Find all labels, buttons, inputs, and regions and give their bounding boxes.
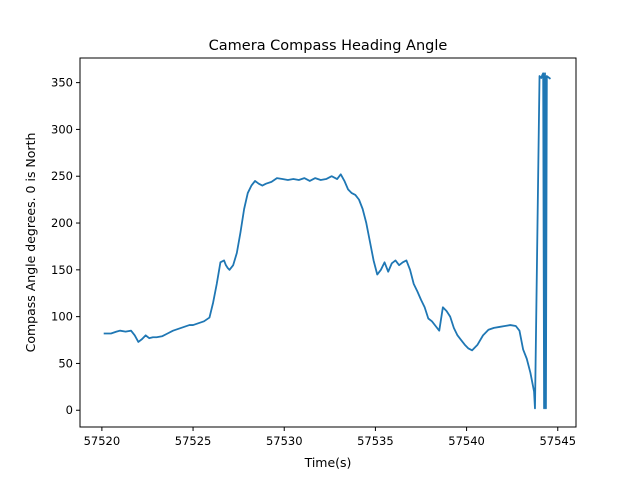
series-line: [103, 72, 552, 410]
x-tick-label: 57540: [448, 434, 485, 448]
y-tick-label: 350: [51, 76, 73, 90]
series-line-group: [103, 72, 552, 410]
y-tick-label: 300: [51, 122, 73, 136]
chart-title: Camera Compass Heading Angle: [209, 38, 448, 54]
y-axis: 0 50 100 150 200 250 300 350: [51, 76, 80, 417]
x-axis-label: Time(s): [304, 455, 352, 470]
y-tick-label: 250: [51, 169, 73, 183]
y-tick-label: 50: [58, 356, 73, 370]
y-tick-label: 150: [51, 263, 73, 277]
x-tick-label: 57535: [357, 434, 394, 448]
x-axis: 57520 57525 57530 57535 57540 57545: [84, 427, 576, 448]
x-tick-label: 57520: [84, 434, 121, 448]
plot-frame: [79, 57, 577, 428]
y-axis-label: Compass Angle degrees. 0 is North: [23, 133, 38, 353]
x-tick-label: 57525: [175, 434, 212, 448]
x-tick-label: 57530: [266, 434, 303, 448]
y-tick-label: 0: [66, 403, 73, 417]
x-tick-label: 57545: [539, 434, 576, 448]
y-tick-label: 100: [51, 310, 73, 324]
y-tick-label: 200: [51, 216, 73, 230]
